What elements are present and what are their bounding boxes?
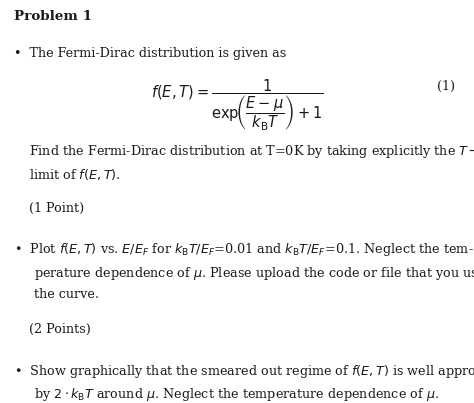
Text: (1 Point): (1 Point) xyxy=(29,202,85,215)
Text: •  Plot $f(E, T)$ vs. $E/E_F$ for $k_{\mathrm{B}} T/E_F$=0.01 and $k_{\mathrm{B}: • Plot $f(E, T)$ vs. $E/E_F$ for $k_{\ma… xyxy=(14,241,474,258)
Text: •  Show graphically that the smeared out regime of $f(E, T)$ is well approximate: • Show graphically that the smeared out … xyxy=(14,363,474,380)
Text: Problem 1: Problem 1 xyxy=(14,10,92,23)
Text: limit of $f(E, T)$.: limit of $f(E, T)$. xyxy=(29,167,121,182)
Text: by $2 \cdot k_{\mathrm{B}} T$ around $\mu$. Neglect the temperature dependence o: by $2 \cdot k_{\mathrm{B}} T$ around $\m… xyxy=(34,386,439,403)
Text: perature dependence of $\mu$. Please upload the code or file that you used to pl: perature dependence of $\mu$. Please upl… xyxy=(34,265,474,282)
Text: $f(E, T) = \dfrac{1}{\mathrm{exp}\!\left(\dfrac{E-\mu}{k_{\mathrm{B}} T}\right)+: $f(E, T) = \dfrac{1}{\mathrm{exp}\!\left… xyxy=(151,78,323,133)
Text: (2 Points): (2 Points) xyxy=(29,323,91,336)
Text: Find the Fermi-Dirac distribution at T=0K by taking explicitly the $T \rightarro: Find the Fermi-Dirac distribution at T=0… xyxy=(29,143,474,160)
Text: the curve.: the curve. xyxy=(34,288,99,301)
Text: (1): (1) xyxy=(437,80,455,93)
Text: •  The Fermi-Dirac distribution is given as: • The Fermi-Dirac distribution is given … xyxy=(14,48,286,60)
